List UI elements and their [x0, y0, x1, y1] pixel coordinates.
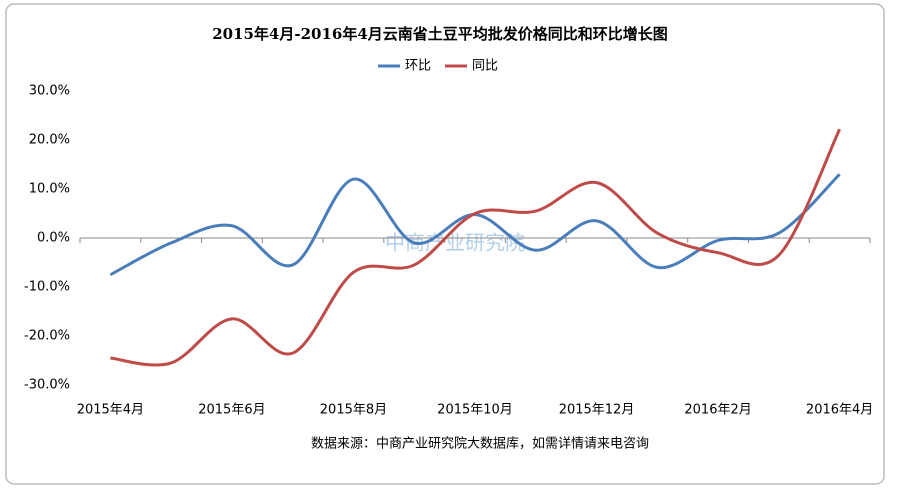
y-tick-label: 0.0% [37, 231, 70, 246]
watermark: 中商产业研究院 [385, 231, 525, 255]
x-tick-label: 2016年4月 [806, 403, 873, 418]
x-tick-label: 2015年10月 [437, 403, 513, 418]
x-tick-label: 2015年12月 [559, 403, 635, 418]
y-tick-label: -20.0% [24, 329, 70, 344]
x-tick-label: 2015年4月 [77, 403, 144, 418]
x-tick-label: 2015年6月 [198, 403, 265, 418]
series-line [110, 128, 841, 367]
chart-title: 2015年4月-2016年4月云南省土豆平均批发价格同比和环比增长图 [212, 25, 668, 43]
y-tick-label: 10.0% [29, 182, 70, 197]
y-tick-label: -10.0% [24, 280, 70, 295]
y-tick-label: -30.0% [24, 378, 70, 393]
legend-label: 环比 [405, 59, 431, 74]
y-tick-label: 20.0% [29, 133, 70, 148]
frame [5, 3, 885, 485]
y-tick-label: 30.0% [29, 84, 70, 99]
source-note: 数据来源：中商产业研究院大数据库，如需详情请来电咨询 [311, 436, 649, 452]
legend-label: 同比 [472, 59, 498, 74]
x-tick-label: 2016年2月 [684, 403, 751, 418]
x-tick-label: 2015年8月 [320, 403, 387, 418]
